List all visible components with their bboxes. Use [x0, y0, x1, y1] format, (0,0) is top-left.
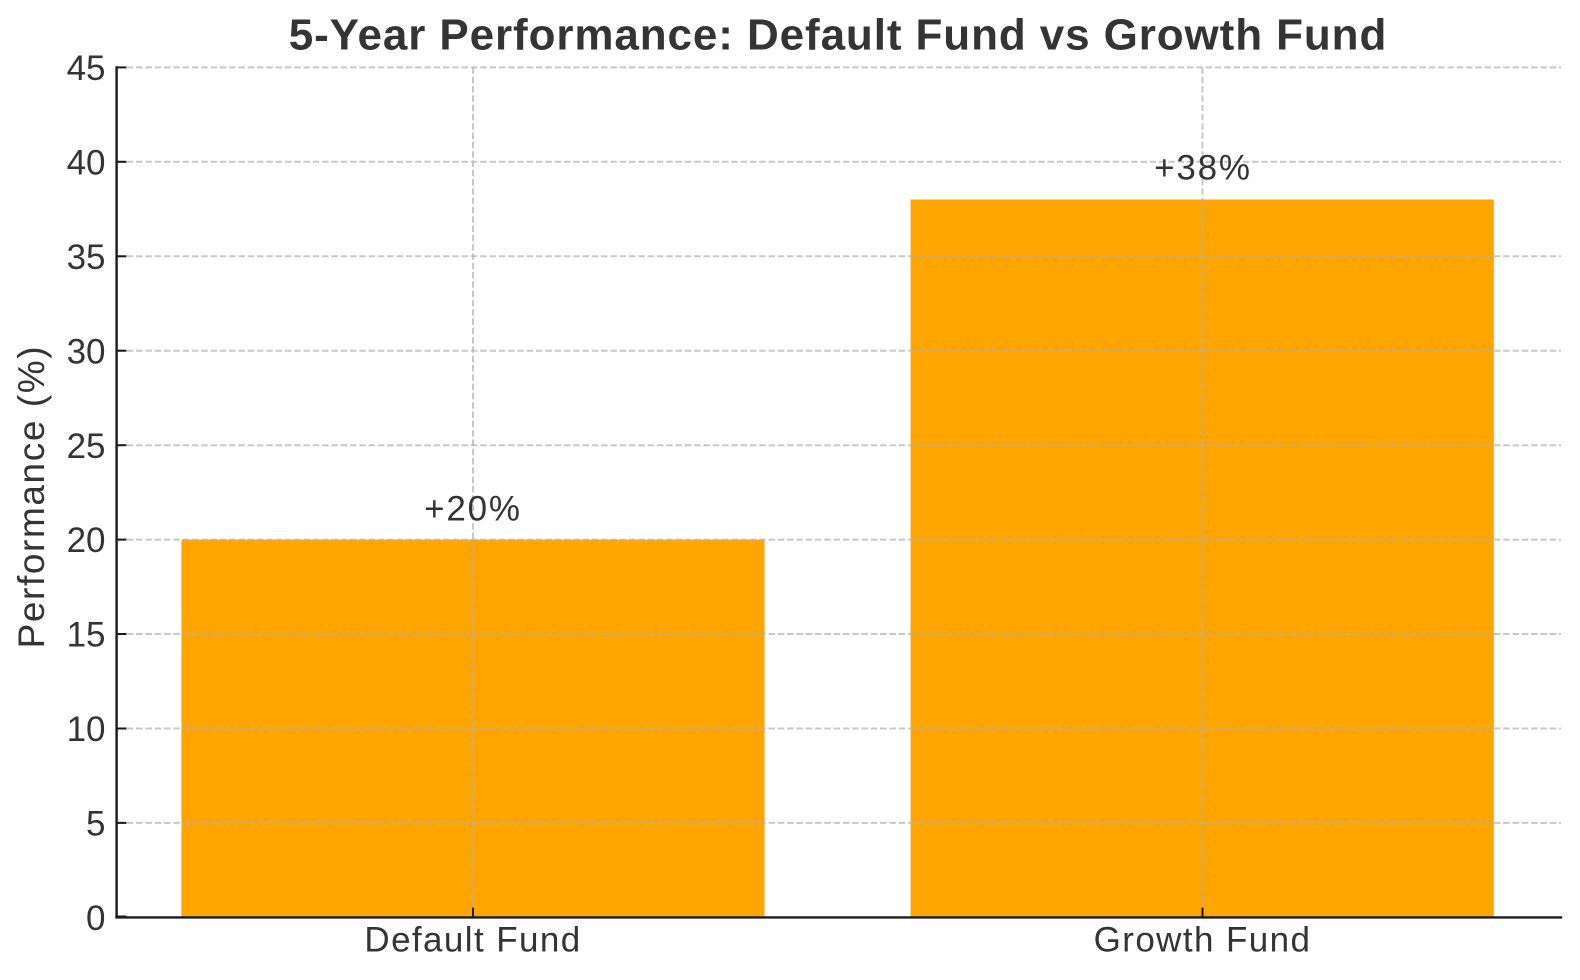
svg-text:Default Fund: Default Fund	[364, 921, 581, 960]
svg-text:5-Year Performance: Default Fu: 5-Year Performance: Default Fund vs Grow…	[289, 11, 1387, 60]
svg-text:10: 10	[67, 710, 106, 749]
svg-text:Performance (%): Performance (%)	[11, 345, 52, 649]
svg-text:15: 15	[67, 616, 106, 655]
svg-text:5: 5	[86, 805, 105, 844]
svg-text:35: 35	[67, 238, 106, 277]
svg-text:25: 25	[67, 427, 106, 466]
svg-text:Growth Fund: Growth Fund	[1094, 921, 1312, 960]
svg-text:+38%: +38%	[1154, 149, 1252, 188]
svg-text:0: 0	[86, 899, 105, 938]
svg-text:30: 30	[67, 332, 106, 371]
svg-text:20: 20	[67, 521, 106, 560]
svg-text:45: 45	[67, 49, 106, 88]
svg-text:+20%: +20%	[424, 489, 522, 528]
svg-text:40: 40	[67, 143, 106, 182]
